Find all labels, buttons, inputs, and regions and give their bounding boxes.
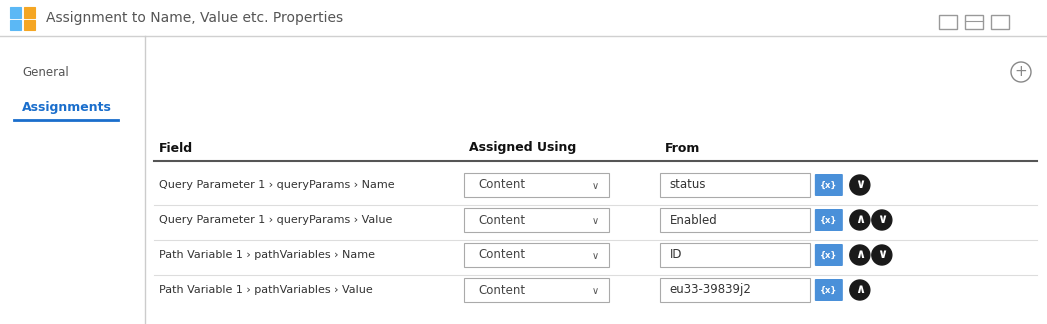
Text: {x}: {x} [820,215,838,225]
Text: ID: ID [670,249,683,261]
FancyBboxPatch shape [464,173,609,197]
FancyBboxPatch shape [464,208,609,232]
FancyBboxPatch shape [464,278,609,302]
Text: Path Variable 1 › pathVariables › Name: Path Variable 1 › pathVariables › Name [159,250,375,260]
Circle shape [872,245,892,265]
Circle shape [850,175,870,195]
Text: ∨: ∨ [876,213,887,226]
FancyBboxPatch shape [24,7,35,17]
Text: ∨: ∨ [592,181,599,191]
FancyBboxPatch shape [464,243,609,267]
Circle shape [850,280,870,300]
FancyBboxPatch shape [660,208,809,232]
Circle shape [850,210,870,230]
FancyBboxPatch shape [10,7,21,17]
Text: ∧: ∧ [854,213,865,226]
Text: {x}: {x} [820,285,838,295]
FancyBboxPatch shape [815,244,843,266]
Text: ∨: ∨ [592,286,599,296]
FancyBboxPatch shape [660,243,809,267]
FancyBboxPatch shape [660,278,809,302]
Text: Query Parameter 1 › queryParams › Value: Query Parameter 1 › queryParams › Value [159,215,393,225]
FancyBboxPatch shape [815,279,843,301]
Text: ∨: ∨ [592,216,599,226]
Text: Assignments: Assignments [22,101,112,114]
Text: ∧: ∧ [854,248,865,261]
FancyBboxPatch shape [660,173,809,197]
Text: Enabled: Enabled [670,214,717,226]
Text: Content: Content [478,249,526,261]
Text: {x}: {x} [820,180,838,190]
Circle shape [850,245,870,265]
Text: From: From [665,142,700,155]
Text: ∧: ∧ [854,283,865,296]
FancyBboxPatch shape [10,20,21,30]
Text: +: + [1015,64,1027,79]
Text: Content: Content [478,179,526,191]
Text: Assignment to Name, Value etc. Properties: Assignment to Name, Value etc. Propertie… [46,11,343,25]
Circle shape [872,210,892,230]
Text: status: status [670,179,707,191]
Text: ∨: ∨ [592,251,599,261]
Text: ∨: ∨ [876,248,887,261]
Text: {x}: {x} [820,250,838,260]
FancyBboxPatch shape [815,174,843,196]
Text: Content: Content [478,284,526,296]
Text: Content: Content [478,214,526,226]
FancyBboxPatch shape [815,209,843,231]
Text: Assigned Using: Assigned Using [469,142,576,155]
Text: eu33-39839j2: eu33-39839j2 [670,284,752,296]
FancyBboxPatch shape [24,20,35,30]
Text: Field: Field [159,142,194,155]
Text: General: General [22,65,69,78]
Text: Query Parameter 1 › queryParams › Name: Query Parameter 1 › queryParams › Name [159,180,395,190]
Text: Path Variable 1 › pathVariables › Value: Path Variable 1 › pathVariables › Value [159,285,373,295]
Text: ∨: ∨ [854,178,865,191]
